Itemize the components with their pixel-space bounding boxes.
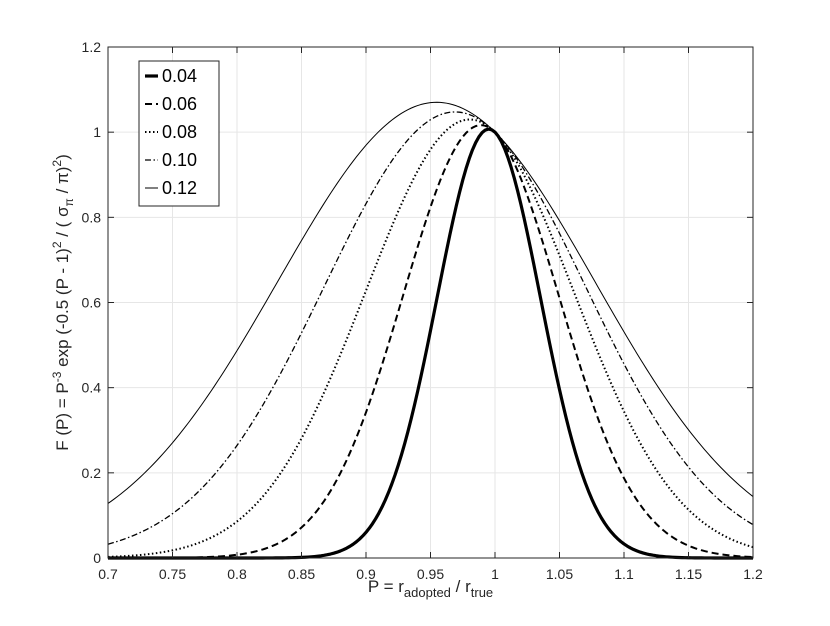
y-tick-label: 1 — [93, 124, 101, 140]
legend-label: 0.12 — [162, 178, 197, 198]
x-tick-label: 0.8 — [227, 566, 247, 582]
y-axis-label: F (P) = P-3 exp (-0.5 (P - 1)2 / ( σπ / … — [50, 154, 76, 451]
legend-label: 0.10 — [162, 150, 197, 170]
tick-labels: 0.7 0.75 0.8 0.85 0.9 0.95 1 1.05 1.1 1.15 1.2 0 0.2… — [82, 39, 763, 582]
x-tick-label: 1.2 — [743, 566, 763, 582]
x-axis-label: P = radopted / rtrue — [368, 577, 493, 600]
x-tick-label: 0.95 — [417, 566, 444, 582]
x-tick-label: 0.9 — [356, 566, 376, 582]
legend-label: 0.04 — [162, 66, 197, 86]
y-tick-label: 0.2 — [82, 465, 102, 481]
x-tick-label: 1.05 — [546, 566, 573, 582]
y-tick-label: 0.4 — [82, 380, 102, 396]
legend-box — [138, 60, 220, 207]
x-tick-label: 1.15 — [675, 566, 702, 582]
x-tick-label: 0.75 — [159, 566, 186, 582]
legend-label: 0.08 — [162, 122, 197, 142]
x-tick-label: 1.1 — [614, 566, 634, 582]
series-line-0.10 — [107, 111, 754, 545]
ticks — [107, 46, 754, 559]
x-tick-label: 1 — [491, 566, 499, 582]
y-tick-label: 0.8 — [82, 209, 102, 225]
legend: 0.04 0.06 0.08 0.10 0.12 — [138, 60, 220, 207]
y-tick-label: 0 — [93, 550, 101, 566]
x-tick-label: 0.7 — [98, 566, 118, 582]
y-tick-label: 1.2 — [82, 39, 102, 55]
legend-label: 0.06 — [162, 94, 197, 114]
x-tick-label: 0.85 — [288, 566, 315, 582]
y-tick-label: 0.6 — [82, 295, 102, 311]
series-line-0.12 — [107, 101, 754, 504]
